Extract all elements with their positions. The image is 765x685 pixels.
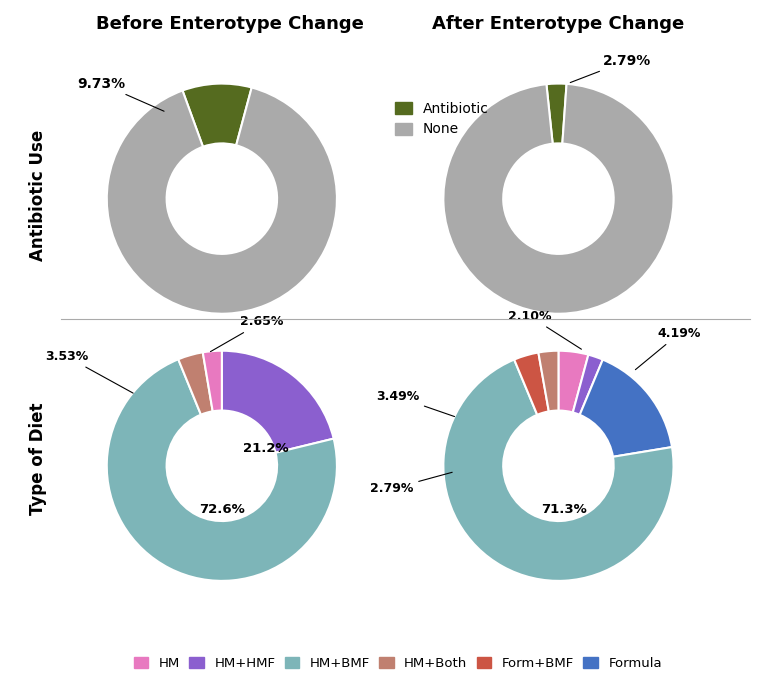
Wedge shape	[444, 84, 673, 314]
Wedge shape	[183, 84, 252, 147]
Text: 2.79%: 2.79%	[570, 53, 652, 83]
Legend: Antibiotic, None: Antibiotic, None	[389, 96, 494, 142]
Text: Type of Diet: Type of Diet	[29, 403, 47, 515]
Wedge shape	[107, 360, 337, 581]
Legend: HM, HM+HMF, HM+BMF, HM+Both, Form+BMF, Formula: HM, HM+HMF, HM+BMF, HM+Both, Form+BMF, F…	[129, 651, 667, 675]
Wedge shape	[546, 84, 567, 144]
Text: 72.6%: 72.6%	[199, 503, 245, 516]
Text: 9.73%: 9.73%	[77, 77, 164, 111]
Wedge shape	[222, 351, 334, 453]
Text: After Enterotype Change: After Enterotype Change	[432, 15, 685, 33]
Text: 4.19%: 4.19%	[636, 327, 701, 370]
Text: Antibiotic Use: Antibiotic Use	[29, 129, 47, 261]
Text: 2.10%: 2.10%	[508, 310, 581, 349]
Text: 71.3%: 71.3%	[542, 503, 587, 516]
Text: 2.65%: 2.65%	[210, 316, 284, 351]
Wedge shape	[580, 360, 672, 457]
Text: 3.53%: 3.53%	[45, 350, 133, 393]
Text: 16.1%: 16.1%	[519, 425, 564, 438]
Wedge shape	[178, 352, 213, 414]
Text: 21.2%: 21.2%	[243, 442, 288, 455]
Text: Before Enterotype Change: Before Enterotype Change	[96, 15, 363, 33]
Wedge shape	[107, 88, 337, 314]
Wedge shape	[539, 351, 558, 412]
Text: 2.79%: 2.79%	[370, 472, 452, 495]
Wedge shape	[558, 351, 588, 412]
Wedge shape	[514, 353, 549, 415]
Wedge shape	[573, 355, 603, 415]
Wedge shape	[203, 351, 222, 411]
Text: 3.49%: 3.49%	[376, 390, 454, 416]
Wedge shape	[444, 360, 673, 581]
